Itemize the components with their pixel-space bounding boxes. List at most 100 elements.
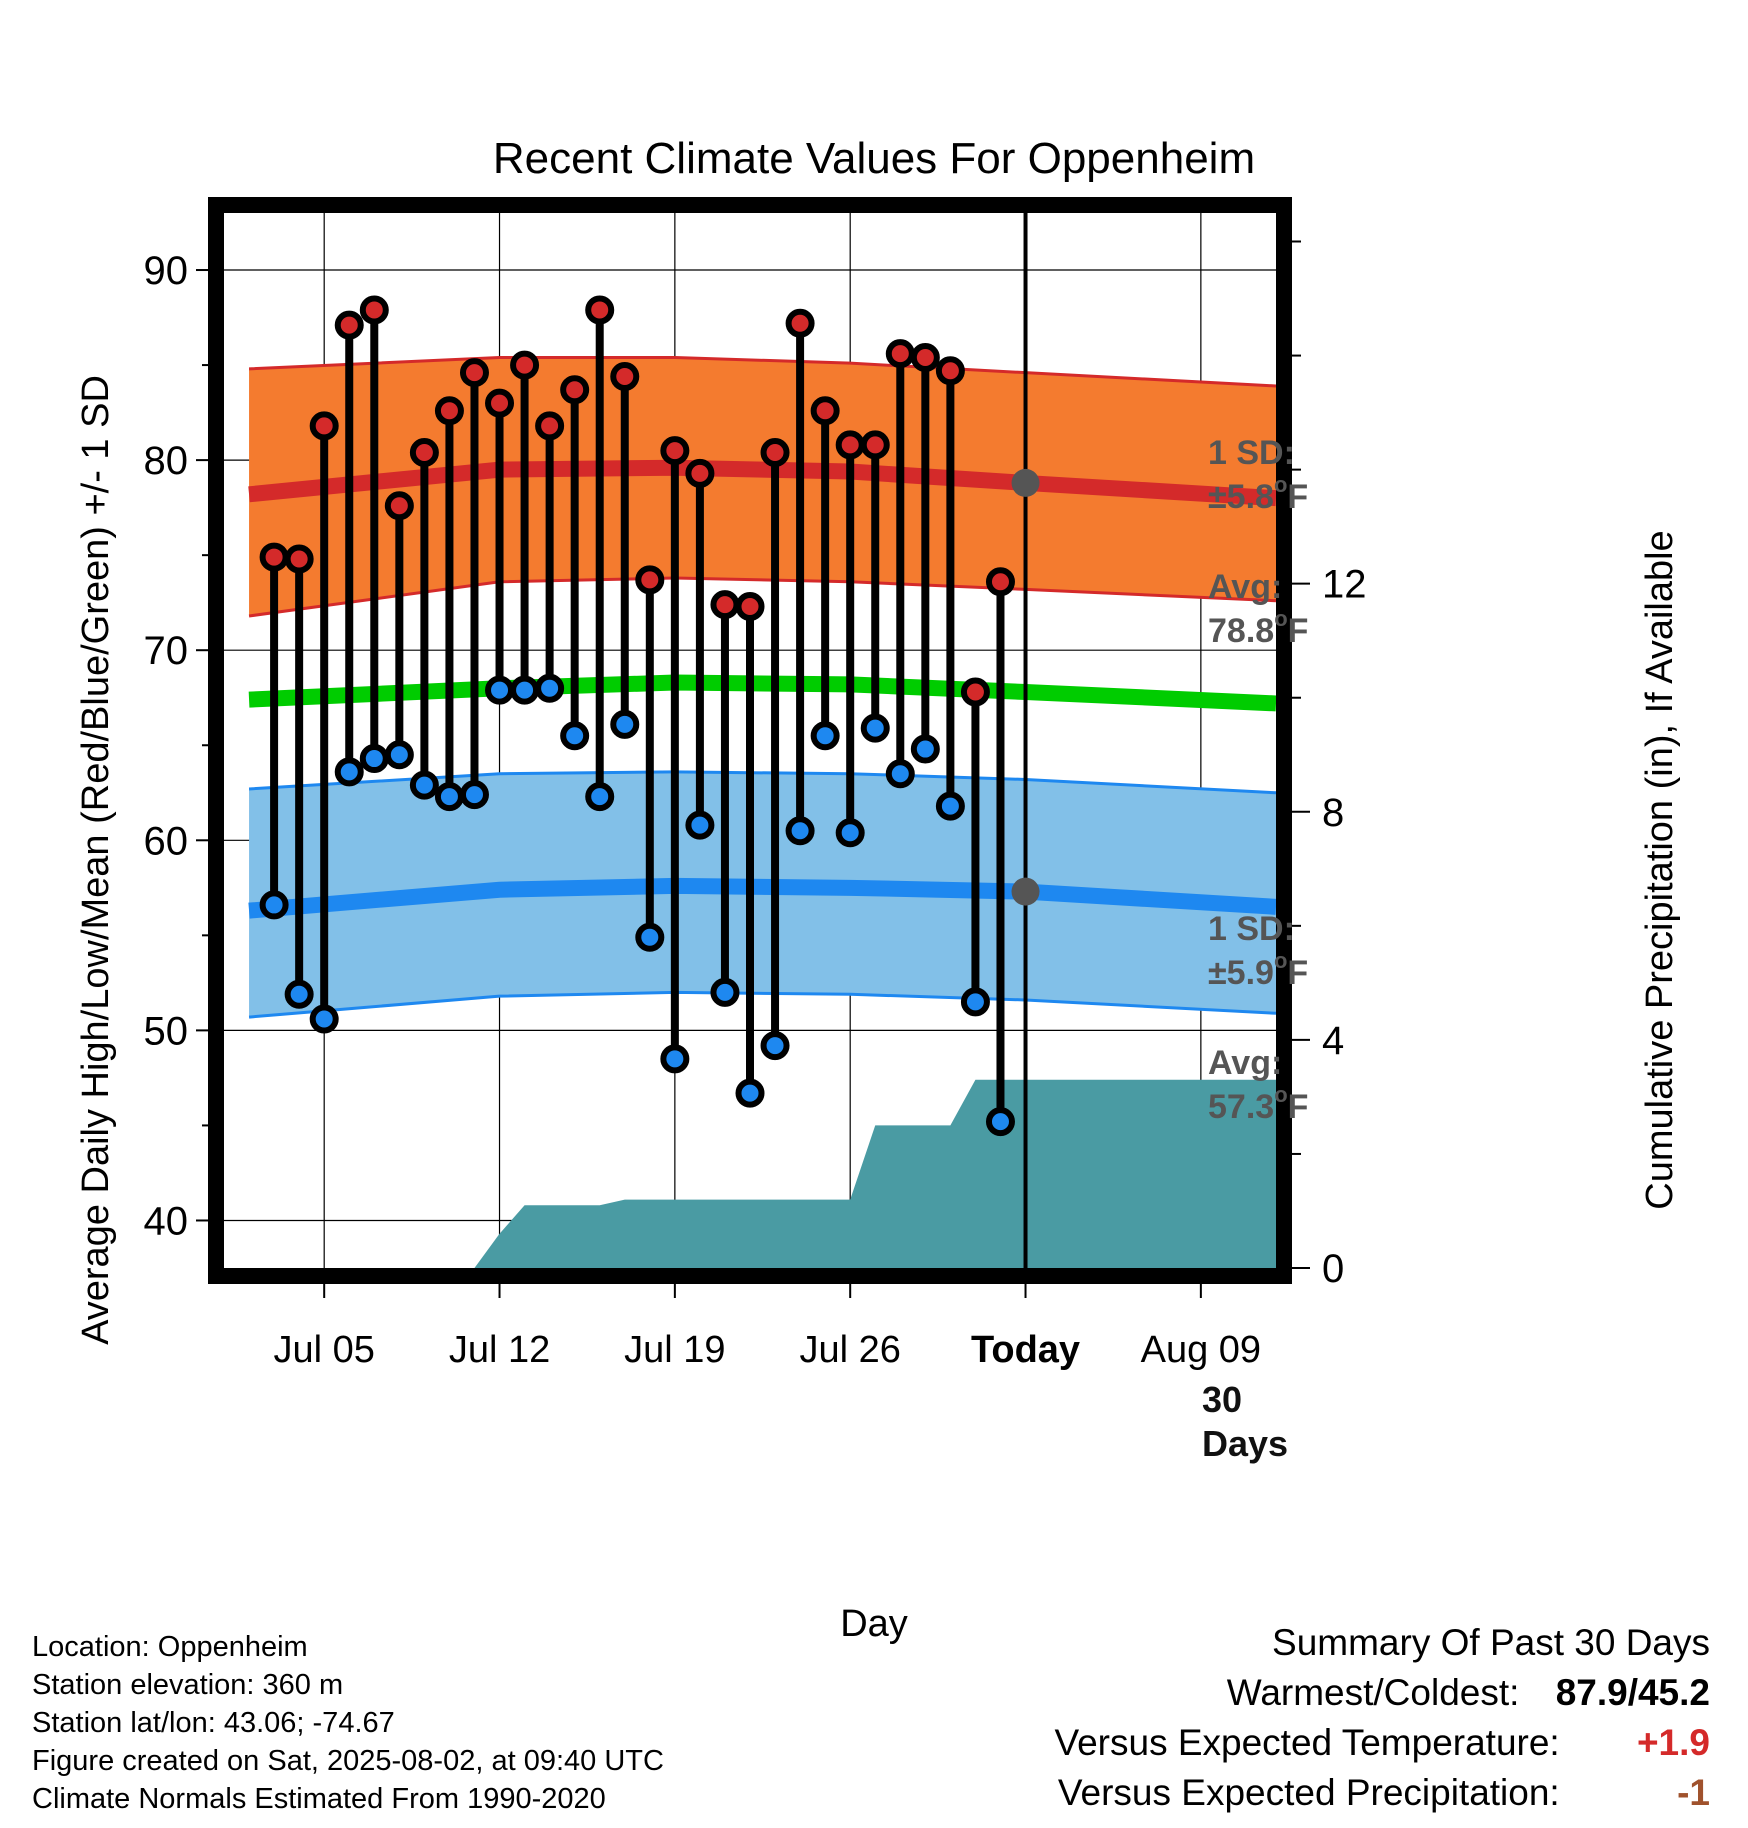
high-avg-annotation: Avg: 78.8oF xyxy=(1208,568,1308,650)
low-temp-point xyxy=(835,818,865,848)
low-average-line xyxy=(248,877,1277,919)
y-axis-label: Average Daily High/Low/Mean (Red/Blue/Gr… xyxy=(75,375,117,1345)
low-temp-point xyxy=(885,759,915,789)
low-temp-point xyxy=(309,1004,339,1034)
high-temp-point xyxy=(785,308,815,338)
low-avg-degree: o xyxy=(1274,1082,1287,1107)
warmest-coldest-value: 87.9/45.2 xyxy=(1555,1672,1710,1713)
low-sd-label: 1 SD: xyxy=(1208,910,1295,948)
high-average-line xyxy=(248,459,1277,507)
low-avg-number: 57.3 xyxy=(1208,1088,1274,1126)
high-temp-point xyxy=(384,491,414,521)
x-tick-label: Jul 05 xyxy=(273,1329,374,1371)
normal-bands xyxy=(248,355,1277,1019)
x-tick-label: Aug 09 xyxy=(1141,1329,1261,1371)
plot-border xyxy=(208,197,1292,1284)
high-sd-number: ±5.8 xyxy=(1208,478,1274,516)
high-sd-band xyxy=(249,357,1277,616)
x-tick-label: Jul 12 xyxy=(449,1329,550,1371)
high-temp-point xyxy=(610,361,640,391)
x-axis-label: Day xyxy=(840,1603,908,1645)
high-temp-point xyxy=(434,396,464,426)
y2-tick-label: 4 xyxy=(1322,1019,1344,1063)
low-temp-point xyxy=(960,987,990,1017)
high-upper-line xyxy=(248,355,1277,388)
high-lower-line xyxy=(248,576,1277,618)
high-avg-value: 78.8oF xyxy=(1208,606,1308,650)
low-upper-line xyxy=(248,770,1277,795)
high-temp-point xyxy=(309,411,339,441)
high-temp-point xyxy=(359,295,389,325)
y-tick-label: 90 xyxy=(144,249,189,293)
low-sd-unit: F xyxy=(1287,954,1308,992)
low-temp-point xyxy=(259,890,289,920)
low-sd-value: ±5.9oF xyxy=(1208,948,1308,992)
low-avg-value: 57.3oF xyxy=(1208,1082,1308,1126)
days-annotation: 30 Days xyxy=(1202,1379,1288,1464)
high-temp-point xyxy=(510,350,540,380)
y2-tick-label: 12 xyxy=(1322,563,1367,607)
low-temp-point xyxy=(459,780,489,810)
temp-anomaly-label: Versus Expected Temperature: xyxy=(1054,1722,1560,1763)
high-avg-number: 78.8 xyxy=(1208,612,1274,650)
high-temp-point xyxy=(985,567,1015,597)
x-tick-label-today: Today xyxy=(971,1329,1080,1371)
low-lower-line xyxy=(248,990,1277,1019)
low-avg-unit: F xyxy=(1288,1088,1309,1126)
today-marker xyxy=(1011,213,1040,1268)
y-tick-label: 80 xyxy=(144,439,189,483)
high-temp-point xyxy=(660,436,690,466)
high-temp-point xyxy=(259,542,289,572)
low-temp-point xyxy=(610,709,640,739)
high-temp-point xyxy=(409,438,439,468)
high-avg-unit: F xyxy=(1288,612,1309,650)
days-count: 30 xyxy=(1202,1379,1242,1420)
low-temp-point xyxy=(560,721,590,751)
high-sd-label: 1 SD: xyxy=(1208,434,1295,472)
high-sd-degree: o xyxy=(1274,472,1287,497)
high-temp-point xyxy=(485,388,515,418)
high-temp-point xyxy=(860,430,890,460)
high-sd-annotation: 1 SD: ±5.8oF xyxy=(1208,434,1308,516)
precip-anomaly-label: Versus Expected Precipitation: xyxy=(1057,1772,1560,1813)
x-tick-label: Jul 19 xyxy=(624,1329,725,1371)
axis-ticks: 40 50 60 70 80 90 0 4 8 12 Jul 05 Jul 12 Jul 19 Jul 2… xyxy=(144,240,1367,1371)
low-temp-point xyxy=(685,810,715,840)
temp-anomaly-value: +1.9 xyxy=(1636,1722,1710,1763)
daily-range-stems xyxy=(270,305,1005,1126)
low-temp-point xyxy=(585,782,615,812)
precip-anomaly-value: -1 xyxy=(1677,1772,1710,1813)
station-latlon: Station lat/lon: 43.06; -74.67 xyxy=(32,1707,395,1739)
high-temp-point xyxy=(910,342,940,372)
station-elevation: Station elevation: 360 m xyxy=(32,1669,344,1701)
y2-tick-label: 8 xyxy=(1322,791,1344,835)
high-temp-point xyxy=(760,438,790,468)
high-temp-point xyxy=(635,565,665,595)
high-avg-degree: o xyxy=(1274,606,1287,631)
low-temp-point xyxy=(510,675,540,705)
low-temp-point xyxy=(910,734,940,764)
y-tick-label: 40 xyxy=(144,1199,189,1243)
low-temp-point xyxy=(384,740,414,770)
y2-axis-label: Cumulative Precipitation (in), If Availa… xyxy=(1639,530,1681,1209)
low-temp-point xyxy=(810,721,840,751)
low-sd-degree: o xyxy=(1274,948,1287,973)
high-temp-point xyxy=(685,458,715,488)
low-sd-annotation: 1 SD: ±5.9oF xyxy=(1208,910,1308,992)
low-temp-point xyxy=(284,979,314,1009)
station-info: Location: Oppenheim Station elevation: 3… xyxy=(32,1628,664,1818)
y-tick-label: 50 xyxy=(144,1009,189,1053)
high-temp-point xyxy=(735,591,765,621)
high-temp-point xyxy=(284,544,314,574)
station-location: Location: Oppenheim xyxy=(32,1631,308,1663)
high-temp-point xyxy=(960,677,990,707)
y-tick-label: 70 xyxy=(144,629,189,673)
low-temp-point xyxy=(409,770,439,800)
high-temp-point xyxy=(560,375,590,405)
high-temp-point xyxy=(334,310,364,340)
y-tick-label: 60 xyxy=(144,819,189,863)
high-sd-value: ±5.8oF xyxy=(1208,472,1308,516)
low-temp-point xyxy=(785,816,815,846)
figure-created: Figure created on Sat, 2025-08-02, at 09… xyxy=(32,1745,664,1777)
